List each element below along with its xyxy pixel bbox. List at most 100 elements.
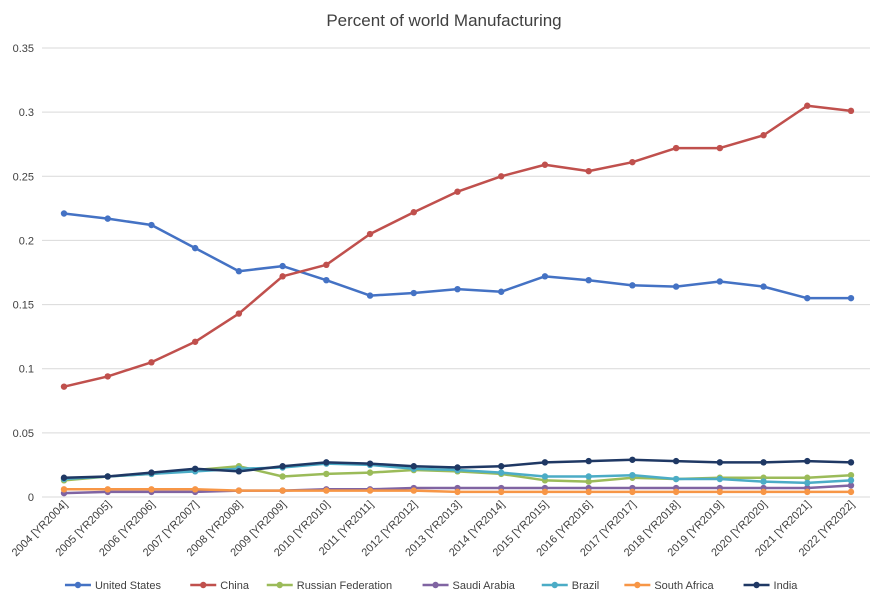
data-point — [60, 474, 68, 481]
series-south-africa — [60, 486, 855, 496]
data-point — [804, 102, 811, 109]
data-point — [191, 338, 199, 345]
data-point — [148, 221, 155, 229]
data-point — [366, 230, 374, 238]
legend-swatch-marker — [74, 581, 82, 589]
legend-label: India — [774, 580, 799, 592]
data-point — [498, 173, 505, 180]
data-point — [716, 278, 724, 285]
y-tick-label: 0.15 — [13, 300, 34, 312]
data-point — [629, 456, 636, 463]
legend-label: Brazil — [572, 580, 600, 592]
legend-label: Saudi Arabia — [453, 580, 516, 592]
data-point — [410, 463, 417, 470]
data-point — [541, 161, 549, 168]
legend-swatch-marker — [200, 581, 207, 589]
data-point — [235, 487, 243, 494]
legend-swatch-marker — [551, 581, 558, 589]
data-point — [847, 294, 855, 302]
data-point — [629, 158, 636, 166]
data-point — [410, 209, 417, 216]
data-point — [279, 463, 286, 470]
data-point — [541, 473, 549, 480]
chart-title: Percent of world Manufacturing — [326, 11, 561, 30]
data-point — [104, 373, 111, 380]
series-line — [63, 212, 851, 300]
data-point — [323, 470, 330, 478]
legend-swatch-marker — [276, 581, 283, 589]
data-point — [104, 486, 111, 493]
series-line — [63, 104, 852, 388]
data-point — [847, 482, 855, 489]
legend-item: Brazil — [541, 580, 600, 592]
data-point — [672, 457, 680, 465]
data-point — [760, 283, 767, 290]
y-tick-label: 0 — [28, 492, 34, 504]
data-point — [454, 464, 461, 471]
data-point — [541, 488, 549, 496]
data-point — [104, 215, 111, 222]
data-point — [585, 488, 592, 496]
data-point — [454, 285, 461, 293]
data-point — [847, 488, 855, 496]
data-point — [585, 473, 592, 480]
data-point — [279, 262, 286, 270]
y-tick-label: 0.1 — [19, 364, 34, 376]
data-point — [498, 488, 505, 496]
data-point — [847, 107, 855, 115]
legend: United States China Russian Federation Saud… — [64, 580, 799, 592]
data-point — [366, 487, 374, 494]
data-point — [804, 479, 811, 487]
data-point — [498, 288, 505, 295]
data-point — [60, 210, 68, 217]
data-point — [629, 488, 636, 496]
legend-item: United States — [64, 580, 162, 592]
data-point — [585, 478, 592, 485]
y-tick-label: 0.05 — [13, 428, 34, 440]
data-point — [760, 459, 767, 466]
y-tick-label: 0.3 — [19, 107, 34, 119]
data-point — [847, 459, 855, 466]
data-point — [498, 469, 505, 476]
data-point — [629, 471, 636, 479]
y-axis-ticks: 0 0.05 0.1 0.15 0.2 0.25 0.3 0.35 — [13, 43, 34, 504]
data-point — [148, 486, 155, 493]
data-point — [585, 276, 592, 284]
data-point — [804, 474, 811, 481]
data-point — [323, 276, 330, 284]
legend-item: China — [190, 580, 250, 592]
data-point — [323, 261, 330, 269]
grid-lines — [42, 47, 870, 498]
data-point — [716, 459, 724, 466]
data-point — [366, 460, 374, 467]
data-point — [279, 273, 286, 280]
series-lines — [60, 102, 855, 497]
data-point — [847, 477, 855, 484]
legend-label: China — [220, 580, 250, 592]
data-point — [541, 273, 549, 280]
series-united-states — [60, 210, 855, 302]
data-point — [279, 473, 286, 480]
data-point — [454, 488, 461, 496]
data-point — [454, 188, 461, 195]
data-point — [672, 488, 680, 496]
series-china — [60, 102, 855, 390]
data-point — [629, 282, 636, 289]
legend-item: South Africa — [624, 580, 715, 592]
data-point — [760, 488, 767, 496]
legend-item: Russian Federation — [266, 580, 392, 592]
data-point — [60, 383, 68, 390]
y-tick-label: 0.35 — [13, 43, 34, 55]
data-point — [148, 359, 155, 366]
legend-label: United States — [95, 580, 162, 592]
data-point — [716, 144, 724, 152]
data-point — [760, 132, 767, 139]
data-point — [672, 475, 680, 483]
data-point — [148, 469, 155, 476]
x-axis-ticks: 2004 [YR2004]2005 [YR2005]2006 [YR2006]2… — [10, 499, 857, 559]
data-point — [235, 468, 243, 475]
data-point — [191, 244, 199, 252]
data-point — [804, 294, 811, 302]
